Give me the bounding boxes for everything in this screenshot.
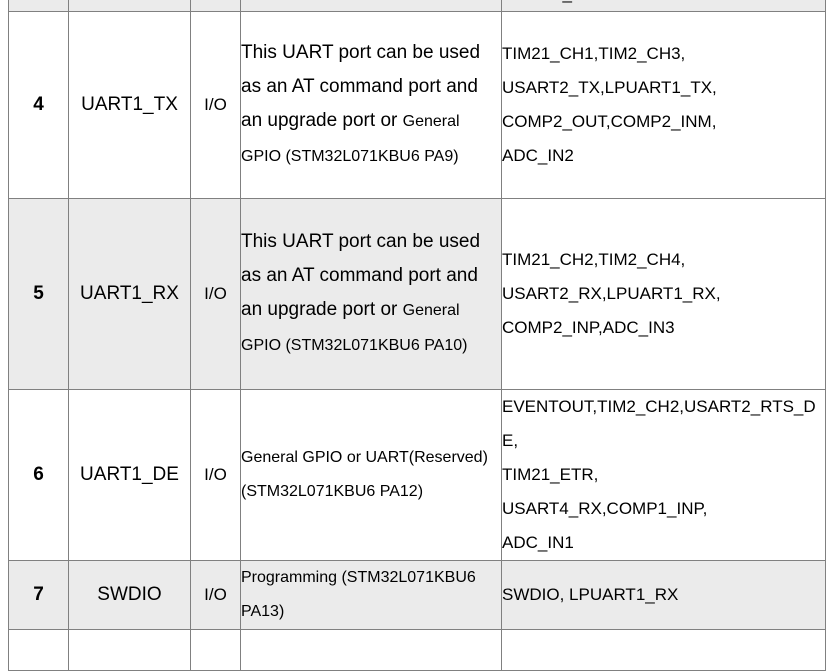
description-small: General GPIO (STM32L071KBU6 PA10) [241, 302, 468, 354]
cell-description: Programming (STM32L071KBU6 PA13) [240, 560, 502, 630]
cell-direction: I/O [190, 11, 241, 199]
cell-number [8, 0, 69, 12]
table-row: 5 UART1_RX I/O This UART port can be use… [8, 198, 826, 390]
cell-number: 5 [8, 198, 69, 390]
table-row: 4 UART1_TX I/O This UART port can be use… [8, 11, 826, 199]
cell-description: General GPIO or UART(Reserved) (STM32L07… [240, 389, 502, 561]
cell-signal-name [68, 0, 191, 12]
table-row: 7 SWDIO I/O Programming (STM32L071KBU6 P… [8, 560, 826, 630]
cell-number: 6 [8, 389, 69, 561]
pin-definition-table: PA1) USART1_RTS_DE, COMP2_OUT 4 UART1_TX… [8, 0, 826, 671]
cell-alternate-functions: TIM21_CH2,TIM2_CH4, USART2_RX,LPUART1_RX… [501, 198, 826, 390]
cell-alternate-functions: TIM21_CH1,TIM2_CH3, USART2_TX,LPUART1_TX… [501, 11, 826, 199]
cell-direction [190, 0, 241, 12]
cell-description: PA1) [240, 0, 502, 12]
table-row: PA1) USART1_RTS_DE, COMP2_OUT [8, 0, 826, 12]
cell-alternate-functions [501, 629, 826, 671]
cell-number: 4 [8, 11, 69, 199]
cell-description: This UART port can be used as an AT comm… [240, 198, 502, 390]
cell-signal-name [68, 629, 191, 671]
cell-alternate-functions: EVENTOUT,TIM2_CH2,USART2_RTS_DE, TIM21_E… [501, 389, 826, 561]
cell-signal-name: SWDIO [68, 560, 191, 630]
cell-signal-name: UART1_TX [68, 11, 191, 199]
description-main: This UART port can be used as an AT comm… [241, 42, 481, 131]
cell-alternate-functions: SWDIO, LPUART1_RX [501, 560, 826, 630]
cell-signal-name: UART1_RX [68, 198, 191, 390]
table-row: 6 UART1_DE I/O General GPIO or UART(Rese… [8, 389, 826, 561]
cell-direction: I/O [190, 560, 241, 630]
cell-direction: I/O [190, 389, 241, 561]
cell-number: 7 [8, 560, 69, 630]
table-row [8, 629, 826, 671]
cell-signal-name: UART1_DE [68, 389, 191, 561]
cell-number [8, 629, 69, 671]
cell-description: This UART port can be used as an AT comm… [240, 11, 502, 199]
cell-alternate-functions: USART1_RTS_DE, COMP2_OUT [501, 0, 826, 12]
cell-direction [190, 629, 241, 671]
cell-description [240, 629, 502, 671]
description-small: General GPIO (STM32L071KBU6 PA9) [241, 113, 460, 165]
description-main: This UART port can be used as an AT comm… [241, 231, 481, 320]
cell-direction: I/O [190, 198, 241, 390]
